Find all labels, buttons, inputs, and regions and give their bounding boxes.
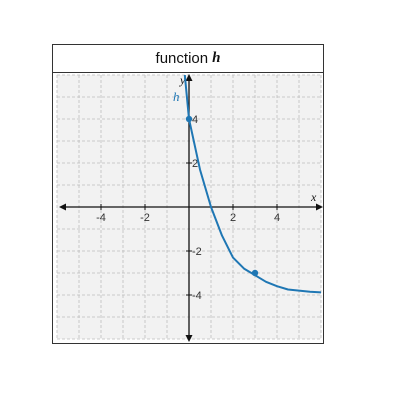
curve-label-h: h <box>173 89 180 104</box>
chart-title: function h <box>53 45 323 73</box>
curve-point <box>251 269 259 277</box>
x-tick-label: -4 <box>96 212 106 224</box>
chart-title-prefix: function <box>155 50 209 67</box>
y-tick-label: 2 <box>192 158 198 170</box>
y-tick-label: 4 <box>192 114 198 126</box>
x-axis-arrow-right <box>316 203 323 211</box>
chart-title-variable: h <box>212 50 221 66</box>
curve-h <box>183 75 321 294</box>
y-axis-arrow-bottom <box>185 335 193 342</box>
x-axis-label: x <box>310 190 317 204</box>
x-axis-arrow-left <box>59 203 66 211</box>
y-axis-label: y <box>179 73 186 87</box>
x-tick-label: -2 <box>140 212 150 224</box>
y-axis-arrow-top <box>185 74 193 81</box>
curve-point <box>185 115 193 123</box>
y-tick-label: -2 <box>192 246 202 258</box>
y-tick-label: -4 <box>192 290 202 302</box>
x-tick-label: 2 <box>230 212 236 224</box>
x-tick-label: 4 <box>274 212 280 224</box>
